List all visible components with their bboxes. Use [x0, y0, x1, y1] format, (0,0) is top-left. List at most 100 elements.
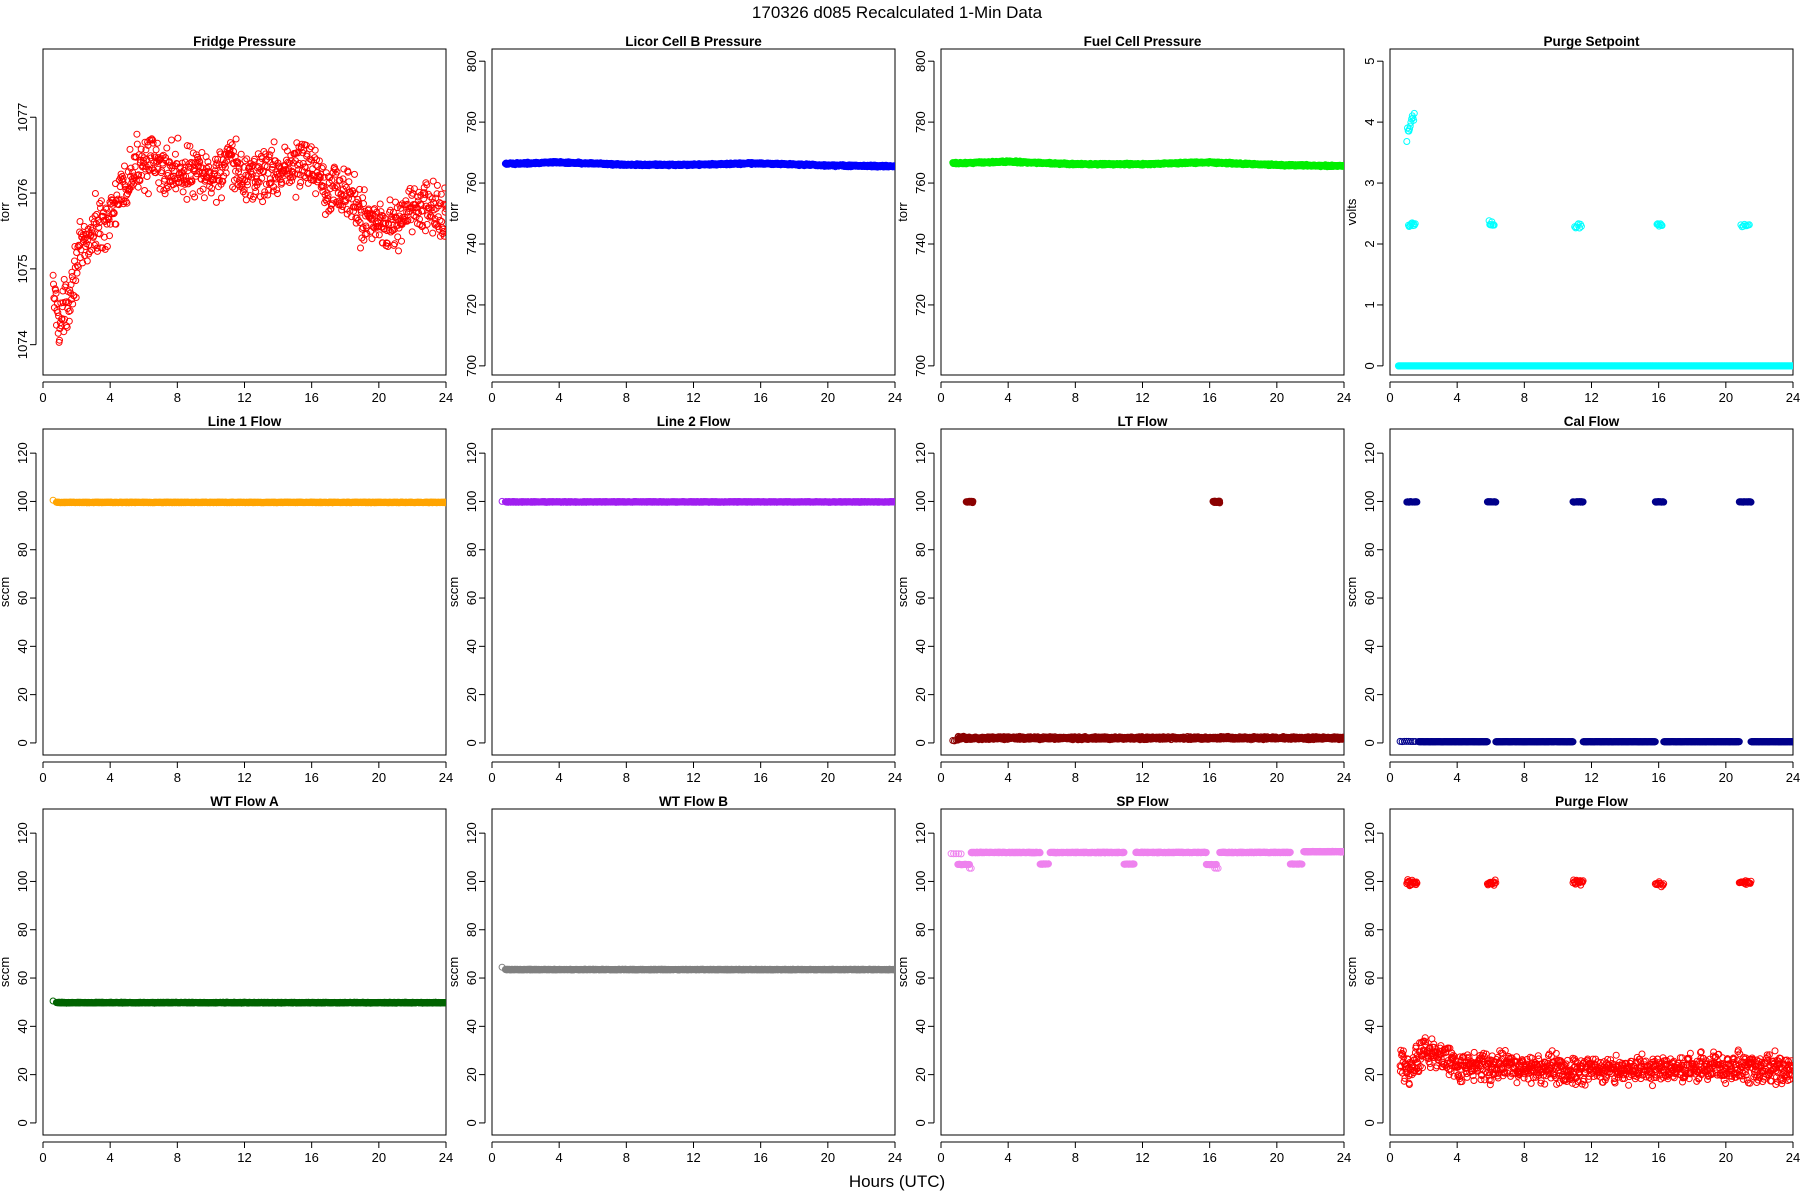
data-point: [312, 190, 320, 198]
data-point: [82, 243, 90, 250]
data-point: [52, 286, 60, 294]
x-tick-label: 12: [1135, 390, 1149, 405]
data-point: [60, 328, 68, 336]
data-point: [105, 216, 113, 223]
data-point: [376, 200, 384, 208]
data-point: [440, 200, 446, 208]
y-tick-label: 740: [913, 233, 928, 255]
y-axis-label: torr: [895, 202, 910, 222]
data-point: [391, 240, 399, 248]
data-point: [283, 147, 291, 155]
data-point: [65, 317, 73, 325]
data-point: [152, 146, 160, 154]
x-tick-label: 16: [304, 390, 318, 405]
data-point: [200, 194, 208, 202]
data-point: [243, 155, 251, 163]
data-point: [232, 135, 240, 143]
data-point: [260, 191, 268, 199]
data-point: [354, 196, 362, 203]
data-point: [244, 181, 252, 189]
y-tick-label: 4: [1362, 119, 1377, 126]
data-point: [77, 246, 85, 254]
data-point: [410, 185, 418, 193]
data-point: [259, 168, 267, 176]
data-point: [292, 193, 300, 201]
data-point: [287, 157, 295, 165]
data-point: [351, 170, 358, 178]
data-point: [144, 190, 152, 198]
y-tick-label: 1074: [15, 330, 30, 359]
data-point: [429, 177, 437, 185]
data-point: [163, 144, 171, 152]
data-point: [112, 220, 120, 228]
data-point: [142, 146, 150, 154]
data-point: [345, 178, 353, 186]
data-point: [174, 134, 182, 142]
data-point: [307, 143, 315, 151]
data-point: [440, 232, 446, 240]
data-point: [133, 140, 141, 148]
data-point: [423, 181, 431, 189]
data-point: [123, 199, 131, 207]
data-point: [129, 177, 137, 185]
data-point: [293, 170, 301, 178]
data-point: [165, 158, 173, 166]
data-point: [296, 182, 304, 190]
data-point: [383, 239, 391, 247]
data-point: [79, 259, 87, 267]
data-point: [1340, 162, 1344, 170]
data-point: [138, 152, 146, 160]
data-point: [63, 323, 71, 331]
data-point: [360, 186, 368, 194]
data-point: [81, 252, 89, 259]
data-point: [297, 179, 305, 186]
x-axis-label: Hours (UTC): [849, 1172, 945, 1191]
data-point: [235, 164, 243, 172]
data-point: [228, 151, 236, 159]
data-point: [351, 190, 359, 198]
data-point: [319, 163, 327, 171]
data-point: [338, 206, 346, 214]
data-point: [409, 189, 417, 197]
data-point: [433, 181, 441, 189]
data-point: [385, 226, 393, 234]
x-tick-label: 12: [1584, 390, 1598, 405]
data-point: [268, 146, 276, 154]
data-point: [355, 200, 363, 208]
data-point: [272, 175, 280, 183]
data-point: [54, 309, 62, 317]
data-point: [327, 205, 335, 213]
y-tick-label: 0: [1362, 362, 1377, 369]
x-tick-label: 20: [821, 390, 835, 405]
data-point: [92, 240, 100, 248]
data-point: [259, 198, 267, 206]
data-point: [357, 244, 364, 252]
data-point: [149, 139, 157, 147]
data-point: [198, 149, 206, 156]
data-point: [213, 159, 221, 167]
data-point: [437, 190, 445, 198]
data-point: [206, 168, 214, 176]
y-tick-label: 5: [1362, 58, 1377, 65]
data-point: [268, 163, 276, 171]
data-point: [235, 168, 243, 176]
data-point: [419, 207, 427, 215]
x-tick-label: 20: [1719, 390, 1733, 405]
data-point: [59, 287, 67, 295]
y-axis-label: torr: [0, 202, 12, 222]
data-point: [199, 185, 207, 193]
data-point: [398, 237, 405, 245]
data-point: [103, 205, 110, 213]
x-tick-label: 0: [39, 390, 46, 405]
data-point: [296, 171, 304, 179]
x-tick-label: 8: [623, 390, 630, 405]
x-tick-label: 16: [1202, 390, 1216, 405]
data-point: [252, 188, 260, 195]
data-point: [61, 315, 69, 323]
data-point: [306, 155, 314, 163]
data-point: [183, 142, 191, 150]
y-tick-label: 780: [913, 111, 928, 133]
